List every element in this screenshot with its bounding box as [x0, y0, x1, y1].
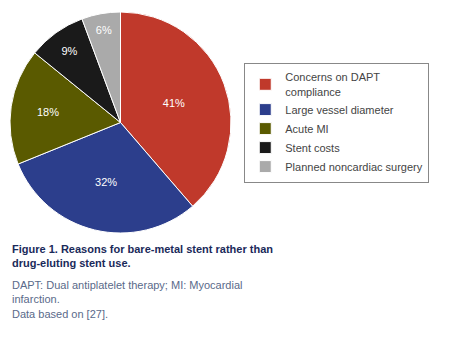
svg-text:Stent costs: Stent costs [285, 142, 340, 154]
svg-text:Planned noncardiac surgery: Planned noncardiac surgery [285, 161, 422, 173]
svg-text:6%: 6% [96, 24, 112, 36]
svg-text:Large vessel diameter: Large vessel diameter [285, 104, 394, 116]
svg-text:9%: 9% [61, 45, 77, 57]
svg-text:41%: 41% [163, 97, 185, 109]
svg-text:18%: 18% [37, 106, 59, 118]
svg-text:Acute MI: Acute MI [285, 123, 328, 135]
svg-text:32%: 32% [95, 176, 117, 188]
svg-text:Figure 1. Reasons for bare-met: Figure 1. Reasons for bare-metal stent r… [12, 243, 273, 269]
svg-text:Concerns on DAPTcompliance: Concerns on DAPTcompliance [285, 71, 380, 97]
svg-text:DAPT: Dual antiplatelet therap: DAPT: Dual antiplatelet therapy; MI: Myo… [12, 279, 243, 320]
